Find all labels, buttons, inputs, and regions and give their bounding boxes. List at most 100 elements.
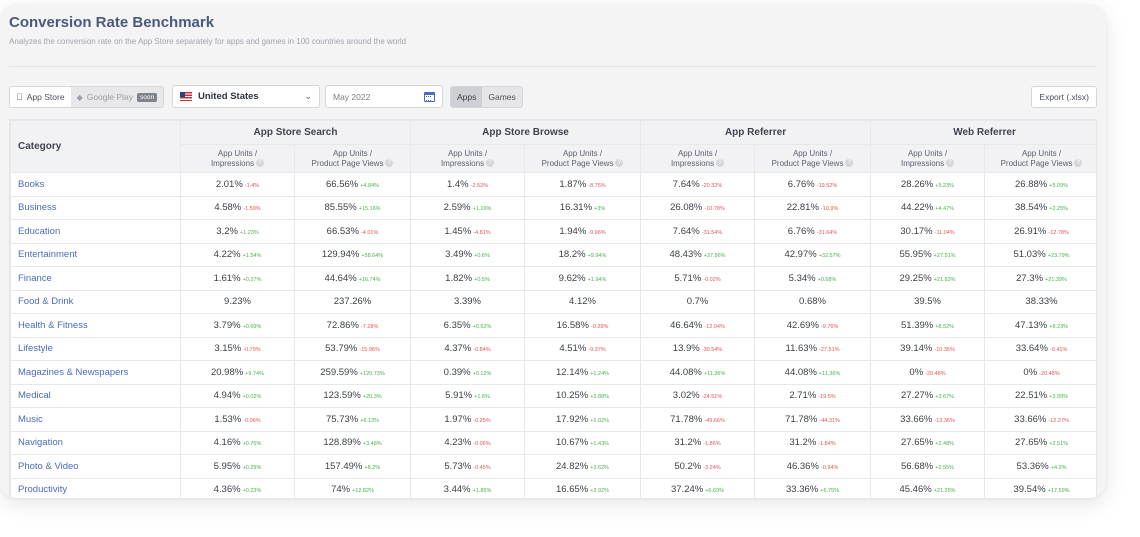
change-value: +9.74% bbox=[245, 370, 265, 377]
change-value: -11.04% bbox=[934, 229, 955, 236]
apps-tab[interactable]: Apps bbox=[451, 87, 483, 107]
cell-value: 3.79% bbox=[213, 319, 241, 331]
cell-value: 27.3% bbox=[1016, 272, 1044, 284]
change-value: -9.37% bbox=[588, 347, 606, 354]
games-tab[interactable]: Games bbox=[482, 87, 522, 107]
change-value: -12.78% bbox=[1048, 229, 1069, 236]
category-link[interactable]: Lifestyle bbox=[10, 336, 181, 361]
cell-value: 16.65% bbox=[555, 484, 589, 496]
soon-badge: soon bbox=[137, 92, 158, 102]
category-link[interactable]: Food & Drink bbox=[10, 289, 181, 314]
country-value: United States bbox=[198, 91, 259, 102]
cell-value: 33.66% bbox=[1014, 413, 1047, 425]
table-cell: 9.23% bbox=[180, 289, 295, 314]
page-subtitle: Analyzes the conversion rate on the App … bbox=[9, 37, 407, 46]
table-cell: 259.59% +120.73% bbox=[293, 360, 412, 385]
cell-value: 13.9% bbox=[672, 343, 700, 355]
cell-value: 4.22% bbox=[213, 249, 241, 261]
sub-header: App Units / Impressions? bbox=[870, 144, 986, 173]
table-cell: 10.25% +3.88% bbox=[524, 383, 642, 408]
table-cell: 27.65% +2.51% bbox=[984, 430, 1096, 455]
table-cell: 26.08% -10.78% bbox=[640, 195, 756, 220]
cell-value: 26.88% bbox=[1015, 178, 1048, 190]
category-link[interactable]: Entertainment bbox=[10, 242, 181, 267]
cell-value: 0.39% bbox=[443, 366, 471, 378]
cell-value: 3.39% bbox=[454, 296, 481, 308]
table-cell: 4.58% -1.59% bbox=[180, 195, 295, 220]
cell-value: 33.64% bbox=[1015, 343, 1048, 355]
change-value: +11.36% bbox=[703, 370, 726, 377]
cell-value: 1.87% bbox=[559, 178, 587, 190]
cell-value: 18.2% bbox=[558, 249, 586, 261]
table-cell: 3.44% +1.85% bbox=[410, 477, 526, 498]
change-value: +1.6% bbox=[474, 394, 490, 401]
table-cell: 26.88% +5.09% bbox=[984, 172, 1096, 197]
category-link[interactable]: Health & Fitness bbox=[10, 313, 181, 338]
cell-value: 74% bbox=[331, 484, 351, 496]
change-value: +20.3% bbox=[362, 394, 382, 401]
category-link[interactable]: Finance bbox=[10, 266, 181, 291]
change-value: +8.2% bbox=[364, 464, 381, 471]
table-cell: 2.59% +1.19% bbox=[410, 195, 526, 220]
table-cell: 10.67% +1.43% bbox=[524, 430, 642, 455]
change-value: +4.84% bbox=[360, 182, 380, 189]
table-cell: 2.01% -1.4% bbox=[180, 172, 295, 197]
table-row: Magazines & Newspapers 20.98% +9.74% 259.59… bbox=[10, 360, 1096, 385]
category-link[interactable]: Medical bbox=[10, 383, 181, 408]
category-link[interactable]: Music bbox=[10, 407, 181, 432]
change-value: +1.94% bbox=[587, 276, 607, 283]
help-icon[interactable]: ? bbox=[615, 159, 624, 168]
table-cell: 157.49% +8.2% bbox=[293, 454, 412, 479]
country-select[interactable]: United States ⌄ bbox=[172, 85, 320, 108]
help-icon[interactable]: ? bbox=[845, 159, 854, 168]
cell-value: 5.95% bbox=[213, 460, 241, 472]
category-link[interactable]: Navigation bbox=[10, 430, 181, 455]
cell-value: 3.49% bbox=[445, 249, 473, 261]
cell-value: 22.51% bbox=[1015, 390, 1048, 402]
cell-value: 237.26% bbox=[333, 296, 372, 308]
table-cell: 0.7% bbox=[640, 289, 756, 314]
table-cell: 42.69% -9.76% bbox=[754, 313, 872, 338]
google-play-icon: ◆ bbox=[77, 93, 83, 102]
change-value: -10.78% bbox=[704, 206, 725, 213]
change-value: -0.06% bbox=[243, 417, 261, 424]
cell-value: 27.27% bbox=[901, 390, 934, 402]
export-button[interactable]: Export (.xlsx) bbox=[1031, 86, 1097, 108]
help-icon[interactable]: ? bbox=[256, 159, 265, 168]
help-icon[interactable]: ? bbox=[946, 159, 955, 168]
help-icon[interactable]: ? bbox=[1074, 159, 1083, 168]
help-icon[interactable]: ? bbox=[486, 159, 495, 168]
cell-value: 4.16% bbox=[213, 437, 241, 449]
category-link[interactable]: Books bbox=[10, 172, 181, 197]
table-cell: 51.03% +23.79% bbox=[984, 242, 1096, 267]
table-cell: 75.73% +6.13% bbox=[293, 407, 412, 432]
category-link[interactable]: Productivity bbox=[10, 477, 181, 498]
cell-value: 53.79% bbox=[325, 343, 358, 355]
change-value: -20.32% bbox=[701, 182, 723, 189]
category-link[interactable]: Education bbox=[10, 219, 181, 244]
app-store-button[interactable]:  App Store bbox=[10, 87, 71, 107]
cell-value: 39.54% bbox=[1013, 484, 1046, 496]
month-picker[interactable]: May 2022 bbox=[325, 85, 443, 108]
table-cell: 0% -20.48% bbox=[870, 360, 986, 385]
table-row: Education 3.2% +1.23% 66.53% -4.01% 1.45% -4.8… bbox=[10, 219, 1096, 244]
change-value: +2.55% bbox=[935, 464, 955, 471]
cell-value: 44.08% bbox=[784, 366, 817, 378]
cell-value: 7.64% bbox=[672, 178, 700, 190]
help-icon[interactable]: ? bbox=[385, 159, 394, 168]
category-link[interactable]: Magazines & Newspapers bbox=[10, 360, 181, 385]
table-cell: 71.78% -49.66% bbox=[640, 407, 756, 432]
category-link[interactable]: Photo & Video bbox=[10, 454, 181, 479]
cell-value: 4.23% bbox=[444, 437, 472, 449]
change-value: -30.54% bbox=[701, 347, 723, 354]
cell-value: 46.36% bbox=[786, 460, 819, 472]
change-value: -31.64% bbox=[816, 229, 838, 236]
change-value: +23.79% bbox=[1047, 253, 1070, 260]
google-play-button[interactable]: ◆ Google Play soon bbox=[71, 87, 164, 107]
change-value: +21.35% bbox=[933, 488, 956, 495]
table-cell: 44.08% +11.36% bbox=[640, 360, 756, 385]
help-icon[interactable]: ? bbox=[716, 159, 725, 168]
cell-value: 75.73% bbox=[325, 413, 359, 425]
table-cell: 66.56% +4.84% bbox=[293, 172, 412, 197]
category-link[interactable]: Business bbox=[10, 195, 181, 220]
